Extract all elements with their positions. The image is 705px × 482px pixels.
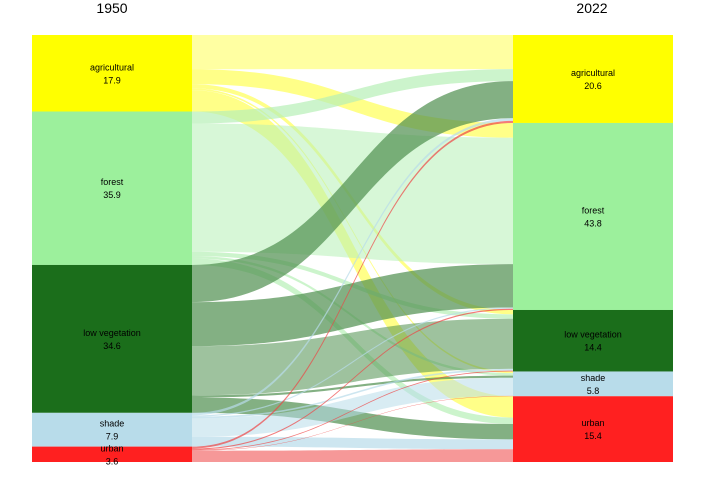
- left-node-value: 35.9: [103, 190, 121, 200]
- flow-forest-to-agricultural: [192, 69, 513, 124]
- flow-shade-to-low_vegetation: [192, 368, 513, 419]
- right-node-forest: [513, 122, 673, 310]
- right-node-value: 14.4: [584, 343, 602, 353]
- flow-shade-to-shade: [192, 377, 513, 437]
- flow-low_vegetation-to-forest: [192, 264, 513, 347]
- left-node-value: 3.6: [106, 456, 119, 466]
- left-node-label: shade: [100, 419, 125, 429]
- right-axis-title: 2022: [576, 0, 607, 16]
- right-node-label: agricultural: [571, 68, 615, 78]
- flows-layer: [192, 35, 513, 462]
- right-node-value: 15.4: [584, 431, 602, 441]
- right-node-value: 20.6: [584, 81, 602, 91]
- flow-urban-to-shade: [192, 395, 513, 451]
- right-node-label: shade: [581, 373, 606, 383]
- flow-urban-to-forest: [192, 308, 513, 450]
- flow-low_vegetation-to-low_vegetation: [192, 318, 513, 396]
- flow-urban-to-agricultural: [192, 120, 513, 449]
- right-node-low-vegetation: [513, 309, 673, 372]
- flow-urban-to-low_vegetation: [192, 370, 513, 451]
- left-node-label: low vegetation: [83, 328, 141, 338]
- left-node-urban: [32, 446, 192, 462]
- flow-low_vegetation-to-agricultural: [192, 81, 513, 303]
- right-node-urban: [513, 396, 673, 462]
- left-node-value: 7.9: [106, 432, 119, 442]
- right-node-value: 5.8: [587, 386, 600, 396]
- flow-shade-to-urban: [192, 436, 513, 450]
- left-axis-title: 1950: [96, 0, 127, 16]
- left-node-low-vegetation: [32, 264, 192, 413]
- left-node-label: forest: [101, 177, 124, 187]
- left-node-label: urban: [100, 443, 123, 453]
- right-node-shade: [513, 371, 673, 397]
- right-node-label: low vegetation: [564, 330, 622, 340]
- right-node-label: urban: [581, 418, 604, 428]
- flow-urban-to-urban: [192, 449, 513, 462]
- flow-low_vegetation-to-shade: [192, 375, 513, 398]
- left-node-forest: [32, 111, 192, 265]
- nodes-layer: [32, 35, 673, 462]
- left-node-value: 17.9: [103, 75, 121, 85]
- left-node-value: 34.6: [103, 341, 121, 351]
- right-node-label: forest: [582, 205, 605, 215]
- left-node-shade: [32, 412, 192, 447]
- flow-shade-to-agricultural: [192, 118, 513, 416]
- right-node-value: 43.8: [584, 218, 602, 228]
- flow-agricultural-to-agricultural: [192, 35, 513, 70]
- right-node-agricultural: [513, 35, 673, 123]
- left-node-agricultural: [32, 35, 192, 112]
- labels-layer: agricultural 17.9 forest 35.9 low vegetation…: [83, 62, 622, 466]
- flow-low_vegetation-to-urban: [192, 397, 513, 440]
- left-node-label: agricultural: [90, 62, 134, 72]
- flow-shade-to-forest: [192, 307, 513, 417]
